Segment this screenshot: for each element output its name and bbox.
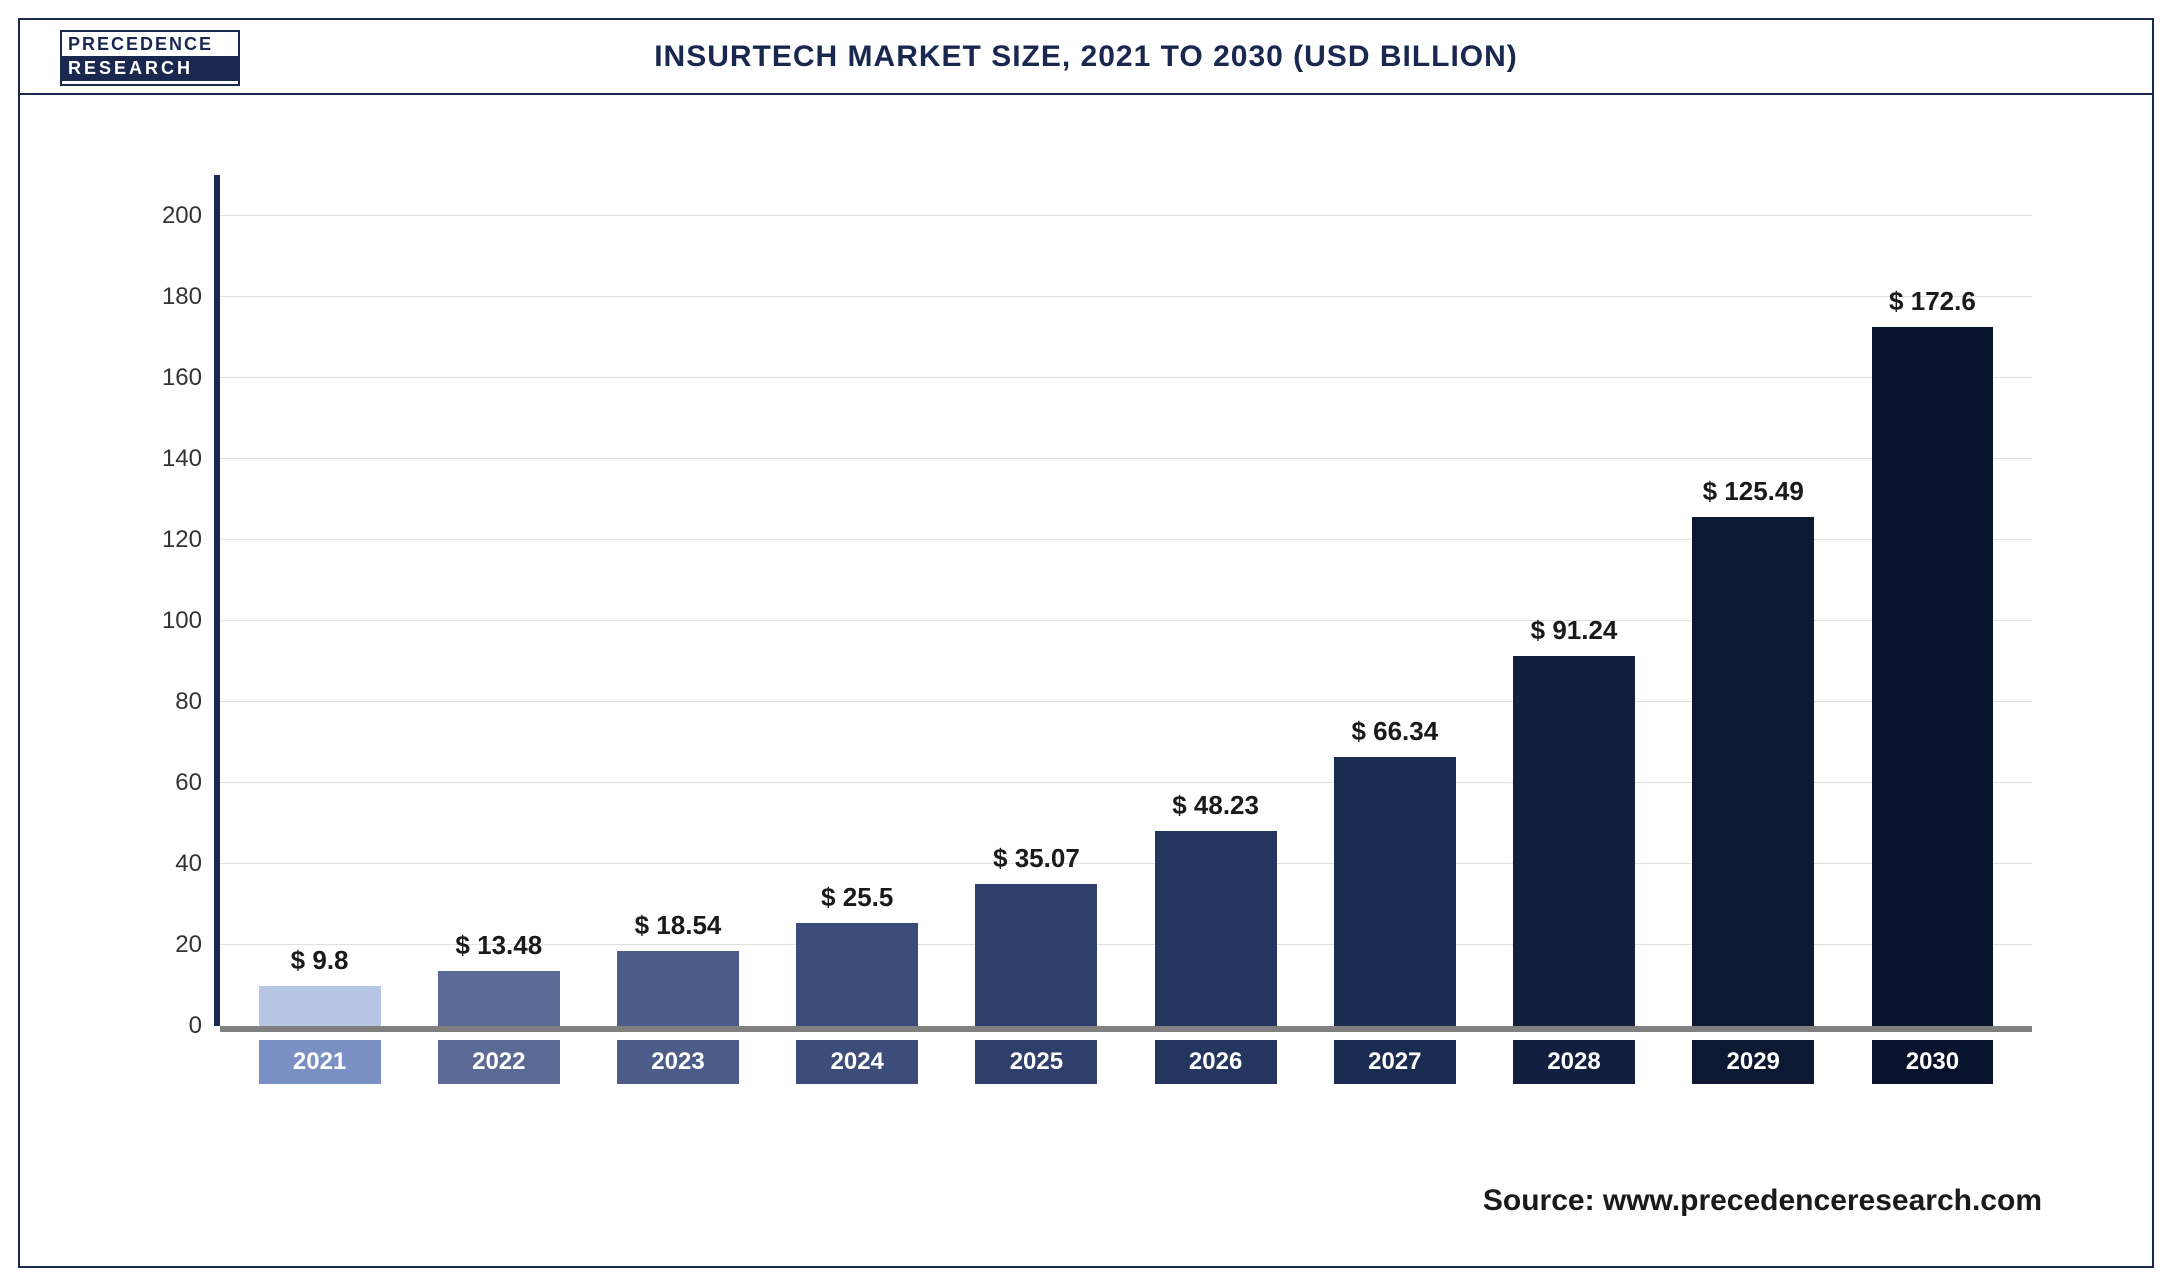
bar-value-label: $ 18.54 <box>635 910 722 941</box>
x-label-slot: 2030 <box>1843 1040 2022 1084</box>
bars-container: $ 9.8 $ 13.48 $ 18.54 $ 25.5 $ 35.07 $ 48.23 $… <box>220 175 2032 1026</box>
chart-title: INSURTECH MARKET SIZE, 2021 TO 2030 (USD… <box>20 40 2152 74</box>
bar-slot: $ 66.34 <box>1305 175 1484 1026</box>
bar-rect <box>796 923 918 1026</box>
logo-line2: RESEARCH <box>62 56 238 81</box>
y-tick-label: 0 <box>142 1012 202 1040</box>
logo-line1: PRECEDENCE <box>62 35 238 55</box>
x-category-label: 2025 <box>975 1040 1097 1084</box>
bar-value-label: $ 25.5 <box>821 882 893 913</box>
x-label-slot: 2022 <box>409 1040 588 1084</box>
x-axis <box>220 1026 2032 1032</box>
source-attribution: Source: www.precedenceresearch.com <box>1483 1184 2042 1218</box>
bar-rect <box>438 971 560 1026</box>
y-tick-label: 120 <box>142 526 202 554</box>
x-label-slot: 2023 <box>588 1040 767 1084</box>
bar-value-label: $ 13.48 <box>455 930 542 961</box>
bar-value-label: $ 35.07 <box>993 843 1080 874</box>
logo: PRECEDENCE RESEARCH <box>60 30 240 86</box>
bar-value-label: $ 9.8 <box>291 945 349 976</box>
bar-value-label: $ 91.24 <box>1531 615 1618 646</box>
bar-slot: $ 25.5 <box>768 175 947 1026</box>
x-category-label: 2026 <box>1155 1040 1277 1084</box>
bar-rect <box>1334 757 1456 1026</box>
y-tick-label: 200 <box>142 202 202 230</box>
bar-slot: $ 13.48 <box>409 175 588 1026</box>
plot-area: 020406080100120140160180200 $ 9.8$ 13.48… <box>220 175 2032 1026</box>
y-tick-label: 180 <box>142 283 202 311</box>
y-tick-label: 140 <box>142 445 202 473</box>
bar-slot: $ 48.23 <box>1126 175 1305 1026</box>
bar-rect <box>1155 831 1277 1026</box>
y-tick-label: 160 <box>142 364 202 392</box>
bar-rect <box>259 986 381 1026</box>
chart-frame: PRECEDENCE RESEARCH INSURTECH MARKET SIZ… <box>18 18 2154 1268</box>
bar-rect <box>1872 327 1994 1026</box>
bar-slot: $ 9.8 <box>230 175 409 1026</box>
y-tick-label: 20 <box>142 931 202 959</box>
bar-value-label: $ 125.49 <box>1703 476 1804 507</box>
y-tick-label: 60 <box>142 769 202 797</box>
x-label-slot: 2024 <box>768 1040 947 1084</box>
bar-slot: $ 18.54 <box>588 175 767 1026</box>
x-label-slot: 2021 <box>230 1040 409 1084</box>
bar-value-label: $ 48.23 <box>1172 790 1259 821</box>
bar-rect <box>1692 517 1814 1026</box>
x-label-slot: 2025 <box>947 1040 1126 1084</box>
x-category-label: 2027 <box>1334 1040 1456 1084</box>
bar-value-label: $ 66.34 <box>1351 716 1438 747</box>
x-category-label: 2028 <box>1513 1040 1635 1084</box>
x-category-label: 2022 <box>438 1040 560 1084</box>
y-tick-label: 80 <box>142 688 202 716</box>
y-tick-label: 100 <box>142 607 202 635</box>
y-tick-label: 40 <box>142 850 202 878</box>
bar-slot: $ 35.07 <box>947 175 1126 1026</box>
x-category-label: 2030 <box>1872 1040 1994 1084</box>
bar-rect <box>1513 656 1635 1026</box>
chart-wrapper: 0 20 40 60 80 100 120 140 160 180 200 $ 9.8 $ 13.48… <box>140 135 2072 1106</box>
bar-value-label: $ 172.6 <box>1889 286 1976 317</box>
bar-slot: $ 125.49 <box>1664 175 1843 1026</box>
x-label-slot: 2028 <box>1484 1040 1663 1084</box>
x-label-slot: 2027 <box>1305 1040 1484 1084</box>
x-category-label: 2024 <box>796 1040 918 1084</box>
x-category-label: 2023 <box>617 1040 739 1084</box>
x-label-slot: 2026 <box>1126 1040 1305 1084</box>
bar-rect <box>617 951 739 1026</box>
bar-rect <box>975 884 1097 1026</box>
bar-slot: $ 91.24 <box>1484 175 1663 1026</box>
x-category-label: 2029 <box>1692 1040 1814 1084</box>
x-category-label: 2021 <box>259 1040 381 1084</box>
header-bar: PRECEDENCE RESEARCH INSURTECH MARKET SIZ… <box>20 20 2152 95</box>
x-label-slot: 2029 <box>1664 1040 1843 1084</box>
x-labels-container: 2021 2022 2023 2024 2025 2026 2027 2028 2029 2030 <box>220 1040 2032 1084</box>
bar-slot: $ 172.6 <box>1843 175 2022 1026</box>
